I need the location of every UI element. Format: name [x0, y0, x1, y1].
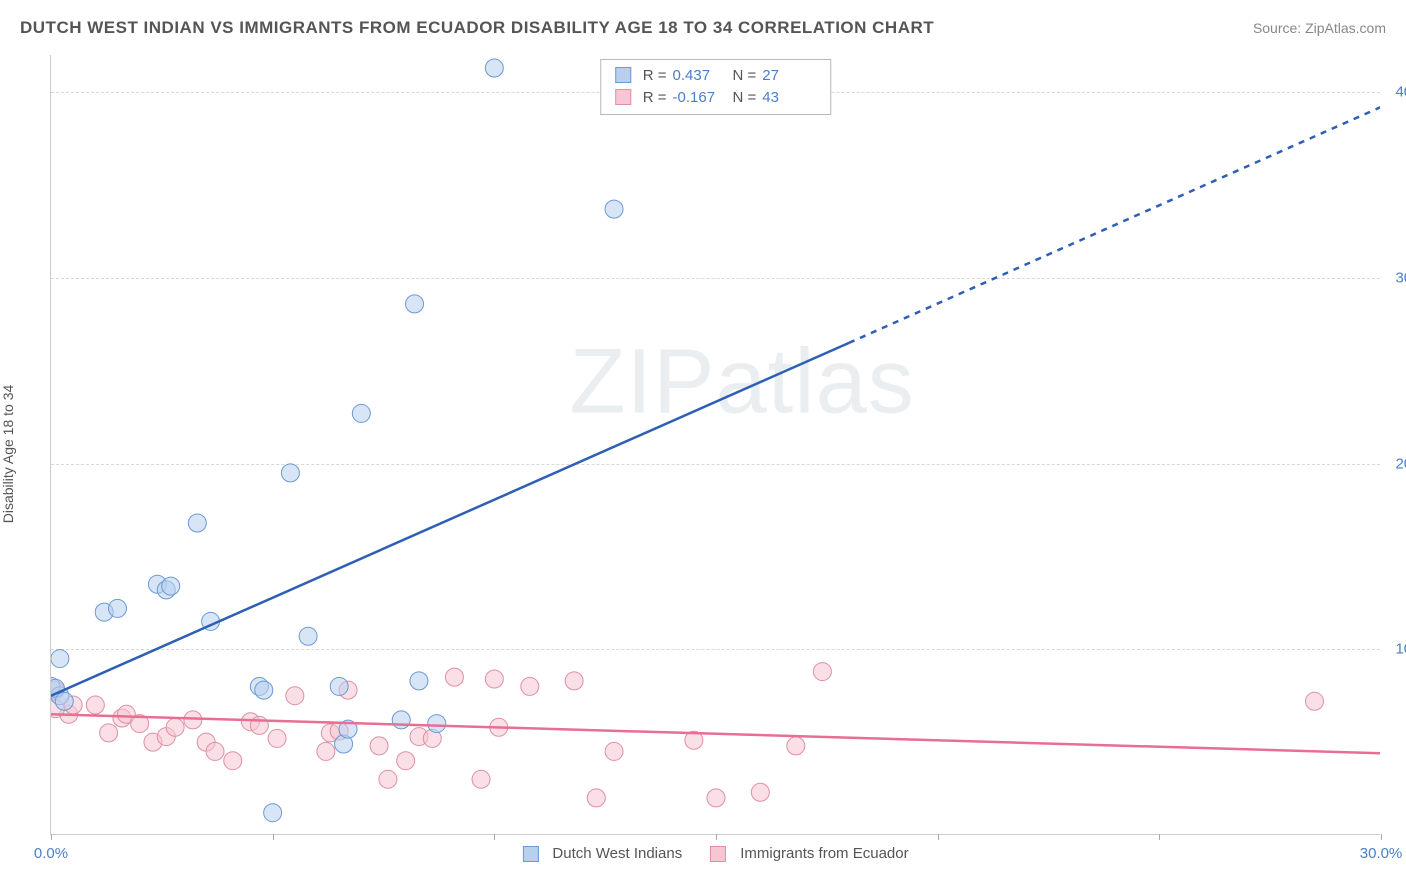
stats-legend-box: R = 0.437 N = 27 R = -0.167 N = 43	[600, 59, 832, 115]
bottom-legend: Dutch West Indians Immigrants from Ecuad…	[522, 845, 908, 862]
scatter-point-b	[472, 770, 490, 788]
scatter-point-b	[397, 752, 415, 770]
scatter-point-b	[86, 696, 104, 714]
scatter-point-a	[605, 200, 623, 218]
scatter-point-a	[109, 599, 127, 617]
stat-n-value-b: 43	[762, 89, 816, 106]
scatter-point-b	[268, 729, 286, 747]
scatter-point-b	[587, 789, 605, 807]
y-tick-label: 10.0%	[1388, 641, 1406, 658]
plot-area: ZIPatlas R = 0.437 N = 27 R = -0.167 N =…	[50, 55, 1380, 835]
scatter-point-b	[370, 737, 388, 755]
scatter-point-b	[1306, 692, 1324, 710]
x-tick	[1159, 834, 1160, 840]
scatter-point-a	[264, 804, 282, 822]
scatter-point-b	[206, 742, 224, 760]
legend-item-b: Immigrants from Ecuador	[710, 845, 908, 862]
x-tick-label: 0.0%	[34, 845, 68, 862]
chart-svg	[51, 55, 1380, 834]
legend-swatch-b	[710, 846, 726, 862]
scatter-point-b	[445, 668, 463, 686]
legend-item-a: Dutch West Indians	[522, 845, 682, 862]
stat-r-value-a: 0.437	[673, 67, 727, 84]
chart-source: Source: ZipAtlas.com	[1253, 20, 1386, 36]
scatter-point-a	[255, 681, 273, 699]
chart-title: DUTCH WEST INDIAN VS IMMIGRANTS FROM ECU…	[20, 18, 934, 38]
legend-label-a: Dutch West Indians	[552, 845, 682, 862]
stats-row-b: R = -0.167 N = 43	[615, 86, 817, 108]
x-tick-label: 30.0%	[1360, 845, 1403, 862]
scatter-point-a	[485, 59, 503, 77]
scatter-point-a	[188, 514, 206, 532]
x-tick	[494, 834, 495, 840]
scatter-point-b	[485, 670, 503, 688]
scatter-point-b	[751, 783, 769, 801]
scatter-point-b	[707, 789, 725, 807]
scatter-point-a	[406, 295, 424, 313]
legend-swatch-a	[522, 846, 538, 862]
scatter-point-a	[281, 464, 299, 482]
trendline-a-solid	[51, 343, 849, 696]
scatter-point-a	[51, 650, 69, 668]
scatter-point-a	[330, 677, 348, 695]
x-tick	[938, 834, 939, 840]
stat-r-label-b: R =	[643, 89, 667, 106]
scatter-point-a	[410, 672, 428, 690]
legend-label-b: Immigrants from Ecuador	[740, 845, 908, 862]
scatter-point-a	[55, 692, 73, 710]
scatter-point-a	[428, 715, 446, 733]
scatter-point-b	[224, 752, 242, 770]
y-tick-label: 30.0%	[1388, 269, 1406, 286]
scatter-point-a	[299, 627, 317, 645]
scatter-point-a	[392, 711, 410, 729]
stat-n-label-a: N =	[733, 67, 757, 84]
scatter-point-b	[565, 672, 583, 690]
y-tick-label: 20.0%	[1388, 455, 1406, 472]
scatter-point-b	[605, 742, 623, 760]
stat-r-value-b: -0.167	[673, 89, 727, 106]
scatter-point-b	[379, 770, 397, 788]
scatter-point-b	[286, 687, 304, 705]
trendline-a-dashed	[849, 107, 1380, 343]
stat-n-label-b: N =	[733, 89, 757, 106]
stat-n-value-a: 27	[762, 67, 816, 84]
scatter-point-b	[787, 737, 805, 755]
scatter-point-b	[521, 677, 539, 695]
stats-row-a: R = 0.437 N = 27	[615, 64, 817, 86]
trendline-b	[51, 714, 1380, 753]
scatter-point-b	[100, 724, 118, 742]
scatter-point-a	[352, 404, 370, 422]
x-tick	[716, 834, 717, 840]
swatch-series-a	[615, 67, 631, 83]
x-tick	[1381, 834, 1382, 840]
y-tick-label: 40.0%	[1388, 84, 1406, 101]
scatter-point-b	[166, 718, 184, 736]
y-axis-label: Disability Age 18 to 34	[0, 385, 16, 524]
scatter-point-b	[813, 663, 831, 681]
scatter-point-b	[317, 742, 335, 760]
x-tick	[51, 834, 52, 840]
x-tick	[273, 834, 274, 840]
stat-r-label-a: R =	[643, 67, 667, 84]
swatch-series-b	[615, 89, 631, 105]
scatter-point-a	[162, 577, 180, 595]
